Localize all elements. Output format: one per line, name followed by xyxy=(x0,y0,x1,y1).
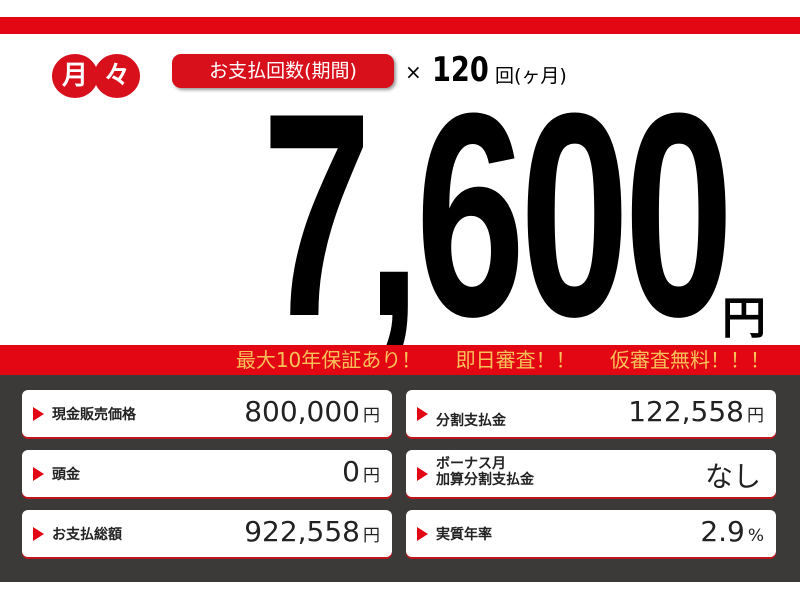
promo-text: 仮審査無料！！！ xyxy=(610,348,770,372)
detail-value: 122,558 円 xyxy=(628,395,764,428)
monthly-badge: 月 々 xyxy=(52,54,150,98)
payment-count-unit: 回(ヶ月) xyxy=(495,65,567,87)
triangle-icon xyxy=(33,467,44,481)
triangle-icon xyxy=(417,467,428,481)
triangle-icon xyxy=(417,527,428,541)
yen-unit: 円 xyxy=(722,293,766,344)
badge-char: 々 xyxy=(94,54,140,98)
detail-apr: 実質年率 2.9% xyxy=(406,510,776,557)
detail-label: 現金販売価格 xyxy=(52,407,136,423)
top-red-bar xyxy=(0,17,800,34)
detail-value: 922,558 円 xyxy=(244,515,380,548)
detail-bonus: ボーナス月 加算分割支払金 なし xyxy=(406,450,776,497)
promo-text: 即日審査！！ xyxy=(455,348,576,372)
times-sign: × xyxy=(405,60,422,84)
detail-installment: 分割支払金 122,558 円 xyxy=(406,390,776,437)
promo-band: 最大10年保証あり！ 即日審査！！ 仮審査無料！！！ xyxy=(0,345,800,375)
detail-value: 800,000 円 xyxy=(244,395,380,428)
detail-value: なし xyxy=(704,460,761,493)
detail-label: お支払総額 xyxy=(52,527,122,543)
detail-label: ボーナス月 加算分割支払金 xyxy=(436,456,534,488)
detail-cash-price: 現金販売価格 800,000 円 xyxy=(22,390,392,437)
detail-value: 2.9% xyxy=(700,515,764,548)
promo-text: 最大10年保証あり！ xyxy=(235,348,422,372)
badge-char: 月 xyxy=(52,54,98,98)
triangle-icon xyxy=(33,407,44,421)
detail-total: お支払総額 922,558 円 xyxy=(22,510,392,557)
payment-count-label: お支払回数(期間) xyxy=(172,54,394,88)
triangle-icon xyxy=(417,407,428,421)
detail-label: 分割支払金 xyxy=(436,413,506,429)
payment-count: 120 xyxy=(432,50,489,90)
detail-label: 頭金 xyxy=(52,467,80,483)
triangle-icon xyxy=(33,527,44,541)
detail-label: 実質年率 xyxy=(436,527,492,543)
monthly-price: 7,600 xyxy=(262,53,734,377)
